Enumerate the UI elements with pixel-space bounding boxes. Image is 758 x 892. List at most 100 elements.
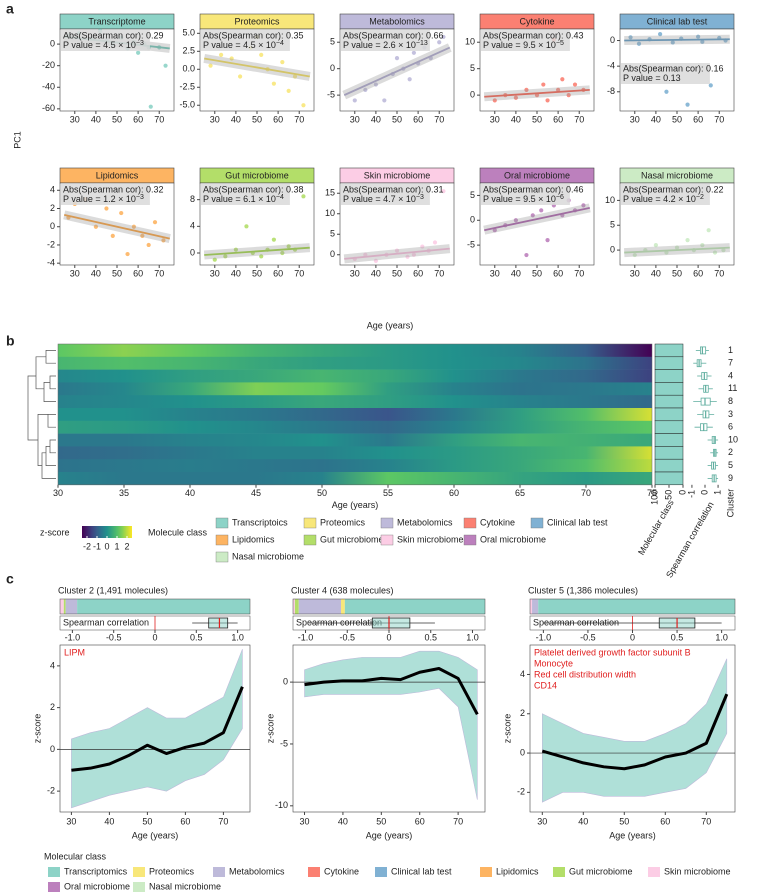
stat-text: Abs(Spearman cor): 0.16 bbox=[623, 63, 724, 73]
composition-segment bbox=[77, 599, 250, 614]
point bbox=[492, 98, 497, 103]
y-tick-label: 0.0 bbox=[182, 64, 195, 74]
point bbox=[708, 83, 713, 88]
x-tick-label: 50 bbox=[672, 268, 682, 278]
x-tick-label: 40 bbox=[91, 268, 101, 278]
point bbox=[208, 63, 213, 68]
p-value-exponent: −4 bbox=[276, 40, 284, 47]
y-tick-label: -4 bbox=[607, 61, 615, 71]
stat-text: Abs(Spearman cor): 0.22 bbox=[623, 184, 724, 194]
x-tick-label: 30 bbox=[350, 114, 360, 124]
heatmap-row bbox=[58, 433, 652, 447]
composition-segment bbox=[532, 599, 539, 614]
point bbox=[301, 103, 306, 108]
composition-segment bbox=[538, 599, 735, 614]
p-value: P value = 1.2 × 10−3 bbox=[63, 194, 144, 205]
molecule-band bbox=[304, 650, 478, 800]
heatmap-row bbox=[58, 344, 652, 358]
y-tick-label: 5 bbox=[470, 190, 475, 200]
p-value-exponent: −13 bbox=[416, 40, 428, 47]
x-tick-label: 30 bbox=[490, 114, 500, 124]
panel-title: Skin microbiome bbox=[364, 170, 431, 180]
composition-segment bbox=[63, 599, 66, 614]
p-value-text: P value = 4.5 × 10 bbox=[203, 40, 276, 50]
point bbox=[125, 251, 130, 257]
box bbox=[700, 346, 707, 355]
class-bar bbox=[654, 407, 684, 422]
fit-line bbox=[204, 57, 310, 78]
x-tick-label: 60 bbox=[553, 114, 563, 124]
legend-swatch bbox=[480, 867, 492, 877]
point bbox=[286, 88, 291, 93]
point bbox=[524, 87, 529, 92]
x-tick-label: 30 bbox=[210, 268, 220, 278]
legend-title: Molecule class bbox=[148, 527, 208, 537]
cluster-label: 5 bbox=[728, 460, 733, 470]
legend-swatch bbox=[48, 882, 60, 892]
annotation: LIPM bbox=[64, 647, 85, 657]
point bbox=[437, 40, 442, 45]
y-tick-label: -2 bbox=[47, 786, 55, 796]
point bbox=[545, 238, 550, 243]
point bbox=[131, 224, 136, 229]
p-value: P value = 4.5 × 10−4 bbox=[203, 40, 284, 51]
point bbox=[658, 32, 663, 37]
x-tick-label: 50 bbox=[252, 268, 262, 278]
panel-title: Cluster 5 (1,386 molecules) bbox=[528, 585, 638, 595]
x-tick-label: 40 bbox=[104, 816, 114, 826]
heatmap-row bbox=[58, 382, 652, 396]
y-tick-label: -4 bbox=[47, 258, 55, 268]
x-tick-label: 30 bbox=[66, 816, 76, 826]
point bbox=[119, 210, 124, 216]
p-value-text: P value = 9.5 × 10 bbox=[483, 194, 556, 204]
x-tick-label: 65 bbox=[515, 488, 525, 498]
point bbox=[280, 250, 285, 256]
x-tick-label: 55 bbox=[383, 488, 393, 498]
point bbox=[581, 203, 586, 208]
x-tick-label: 50 bbox=[532, 268, 542, 278]
composition-segment bbox=[530, 599, 533, 614]
x-tick-label: 40 bbox=[185, 488, 195, 498]
point bbox=[148, 104, 153, 109]
x-tick-label: 50 bbox=[672, 114, 682, 124]
spearman-tick-label: -1.0 bbox=[298, 632, 314, 642]
stat-text: Abs(Spearman cor): 0.35 bbox=[203, 30, 304, 40]
stat-box bbox=[621, 184, 710, 205]
composition-segment bbox=[65, 599, 78, 614]
point bbox=[286, 244, 291, 249]
legend-label: Transcriptomics bbox=[64, 866, 128, 876]
point bbox=[541, 82, 546, 87]
panel-title: Nasal microbiome bbox=[641, 170, 713, 180]
cluster-label: 7 bbox=[728, 358, 733, 368]
y-axis-label: z-score bbox=[502, 714, 512, 744]
legend-label: Metabolomics bbox=[397, 517, 453, 527]
p-value: P value = 9.5 × 10−6 bbox=[483, 194, 564, 205]
class-bar bbox=[654, 446, 684, 460]
y-axis-label: z-score bbox=[32, 714, 42, 744]
spearman-label: Spearman correlation bbox=[63, 617, 149, 627]
colorbar-tick-label: 2 bbox=[124, 541, 129, 551]
point bbox=[140, 233, 145, 238]
p-value: P value = 4.5 × 10−3 bbox=[63, 40, 144, 51]
point bbox=[572, 82, 578, 87]
p-value-text: P value = 1.2 × 10 bbox=[63, 194, 136, 204]
stat-box bbox=[621, 63, 710, 84]
panel-title: Cluster 2 (1,491 molecules) bbox=[58, 585, 168, 595]
x-tick-label: 40 bbox=[371, 268, 381, 278]
panel-label: a bbox=[6, 1, 14, 17]
x-tick-label: 30 bbox=[537, 816, 547, 826]
heatmap-row bbox=[58, 420, 652, 434]
legend-label: Proteomics bbox=[149, 866, 195, 876]
point bbox=[152, 220, 158, 225]
mean-line bbox=[541, 693, 729, 771]
point bbox=[411, 50, 416, 55]
point bbox=[653, 243, 658, 248]
spearman-tick-label: 0 bbox=[152, 632, 157, 642]
point bbox=[441, 189, 446, 194]
class-bar bbox=[654, 382, 684, 396]
y-tick-label: 4 bbox=[190, 221, 195, 231]
point bbox=[560, 77, 565, 82]
y-tick-label: -5 bbox=[327, 90, 335, 100]
cluster-label: 4 bbox=[728, 370, 733, 380]
x-tick-label: 30 bbox=[630, 268, 640, 278]
